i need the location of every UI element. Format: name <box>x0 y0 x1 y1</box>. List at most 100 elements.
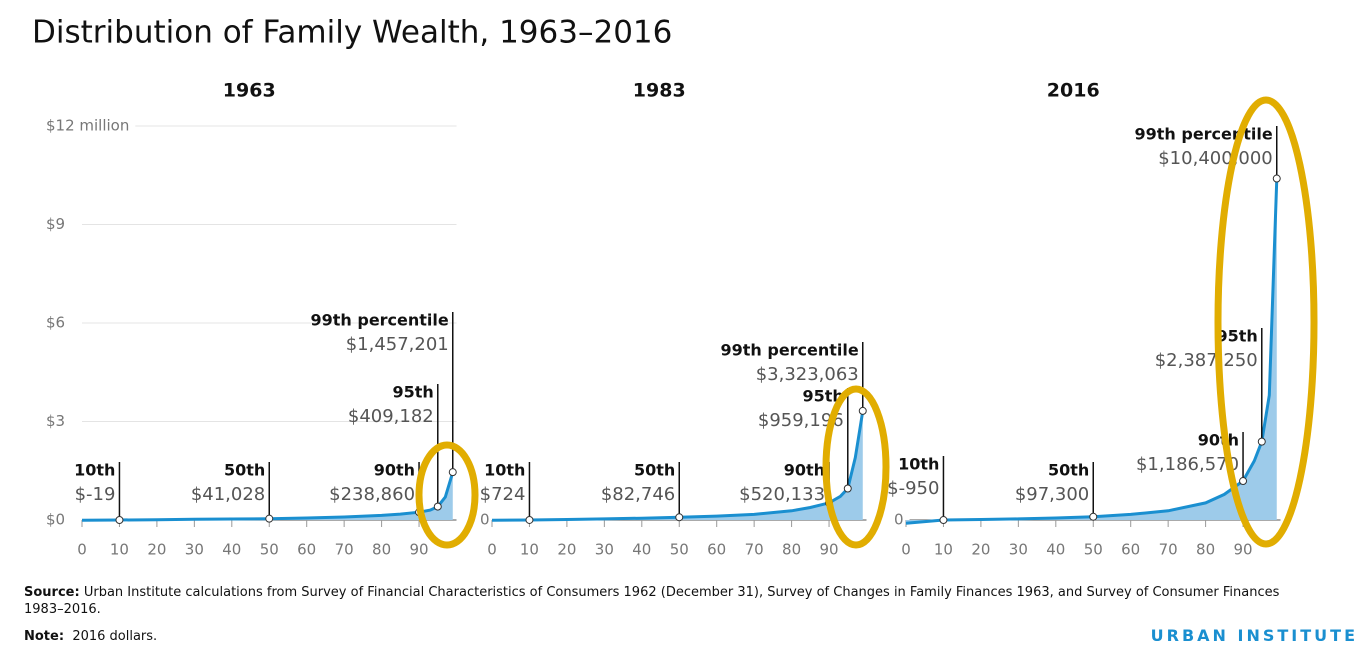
line <box>905 178 1279 525</box>
x-tick-label: 50 <box>670 541 689 559</box>
y-tick-label: $3 <box>46 412 65 430</box>
x-tick-label: 50 <box>260 541 279 559</box>
annotation-value: $-19 <box>75 484 116 505</box>
highlight-ellipse <box>1214 96 1318 548</box>
annotation-label: 50th <box>634 461 675 480</box>
note-text: 2016 dollars. <box>72 629 158 644</box>
annotation-label: 90th <box>374 461 415 480</box>
annotation-value: $1,457,201 <box>346 334 449 355</box>
note: Note: 2016 dollars. <box>24 628 157 645</box>
annotation-value: $1,186,570 <box>1136 454 1239 475</box>
annotation-value: $82,746 <box>601 484 675 505</box>
y-tick-label: $0 <box>46 511 65 529</box>
x-tick-label: 20 <box>557 541 576 559</box>
annotation-value: $238,860 <box>329 484 415 505</box>
area <box>82 472 453 521</box>
x-tick-label: 50 <box>1084 541 1103 559</box>
area <box>906 178 1277 524</box>
annotation-value: $724 <box>480 484 526 505</box>
x-tick-label: 10 <box>934 541 953 559</box>
annotation-label: 10th <box>484 461 525 480</box>
highlight-point <box>1239 477 1248 486</box>
highlight-point <box>858 406 867 415</box>
x-tick-label: 20 <box>971 541 990 559</box>
annotation-label: 90th <box>784 461 825 480</box>
annotation-value: $10,400,000 <box>1158 148 1273 169</box>
source: Source: Urban Institute calculations fro… <box>24 584 1314 618</box>
x-tick-label: 30 <box>595 541 614 559</box>
x-tick-label: 40 <box>632 541 651 559</box>
highlight-point <box>433 502 442 511</box>
highlight-point <box>675 513 684 522</box>
annotation-value: $409,182 <box>348 406 434 427</box>
x-tick-label: 0 <box>901 541 911 559</box>
x-tick-label: 10 <box>520 541 539 559</box>
x-tick-label: 70 <box>335 541 354 559</box>
x-tick-label: 30 <box>1009 541 1028 559</box>
highlight-point <box>1272 174 1281 183</box>
highlight-point <box>525 515 534 524</box>
x-tick-label: 80 <box>1196 541 1215 559</box>
x-tick-label: 90 <box>410 541 429 559</box>
x-tick-label: 90 <box>820 541 839 559</box>
x-tick-label: 10 <box>110 541 129 559</box>
highlight-point <box>448 468 457 477</box>
area <box>492 410 863 521</box>
x-tick-label: 90 <box>1234 541 1253 559</box>
x-tick-label: 20 <box>147 541 166 559</box>
x-tick-label: 80 <box>372 541 391 559</box>
panel-title: 1963 <box>223 80 276 102</box>
annotation-label: 50th <box>1048 461 1089 480</box>
annotation-value: $97,300 <box>1015 484 1089 505</box>
highlight-point <box>843 484 852 493</box>
x-tick-label: 60 <box>707 541 726 559</box>
x-tick-label: 0 <box>77 541 87 559</box>
highlight-point <box>939 516 948 525</box>
highlight-point <box>1089 512 1098 521</box>
highlight-point <box>265 514 274 523</box>
x-tick-label: 40 <box>222 541 241 559</box>
annotation-label: 95th <box>1216 327 1257 346</box>
annotation-value: $3,323,063 <box>756 364 859 385</box>
annotation-label: 10th <box>898 455 939 474</box>
x-tick-label: 0 <box>487 541 497 559</box>
x-tick-label: 30 <box>185 541 204 559</box>
annotation-label: 99th percentile <box>310 311 448 330</box>
x-tick-label: 60 <box>297 541 316 559</box>
highlight-point <box>1257 437 1266 446</box>
x-tick-label: 80 <box>782 541 801 559</box>
annotation-value: $-950 <box>887 478 939 499</box>
y-tick-label: 0 <box>480 511 490 529</box>
y-tick-label: 0 <box>894 511 904 529</box>
panel-title: 2016 <box>1047 80 1100 102</box>
annotation-label: 90th <box>1198 431 1239 450</box>
annotation-label: 10th <box>74 461 115 480</box>
x-tick-label: 40 <box>1046 541 1065 559</box>
brand: URBAN INSTITUTE <box>1150 626 1358 645</box>
annotation-label: 99th percentile <box>1134 125 1272 144</box>
annotation-value: $959,196 <box>758 410 844 431</box>
y-tick-label: $6 <box>46 314 65 332</box>
annotation-value: $2,387,250 <box>1155 350 1258 371</box>
annotation-label: 95th <box>802 387 843 406</box>
x-tick-label: 70 <box>1159 541 1178 559</box>
y-tick-label: $12 million <box>46 117 129 135</box>
source-label: Source: <box>24 585 80 600</box>
highlight-ellipse <box>415 441 479 549</box>
page-title: Distribution of Family Wealth, 1963–2016 <box>32 15 672 51</box>
panel-title: 1983 <box>633 80 686 102</box>
annotation-value: $41,028 <box>191 484 265 505</box>
note-label: Note: <box>24 629 65 644</box>
y-tick-label: $9 <box>46 215 65 233</box>
highlight-point <box>115 516 124 525</box>
x-tick-label: 70 <box>745 541 764 559</box>
highlight-ellipse <box>822 385 890 549</box>
x-tick-label: 60 <box>1121 541 1140 559</box>
source-text: Urban Institute calculations from Survey… <box>24 585 1280 617</box>
annotation-value: $520,133 <box>739 484 825 505</box>
annotation-label: 99th percentile <box>720 341 858 360</box>
annotation-label: 95th <box>392 383 433 402</box>
annotation-label: 50th <box>224 461 265 480</box>
